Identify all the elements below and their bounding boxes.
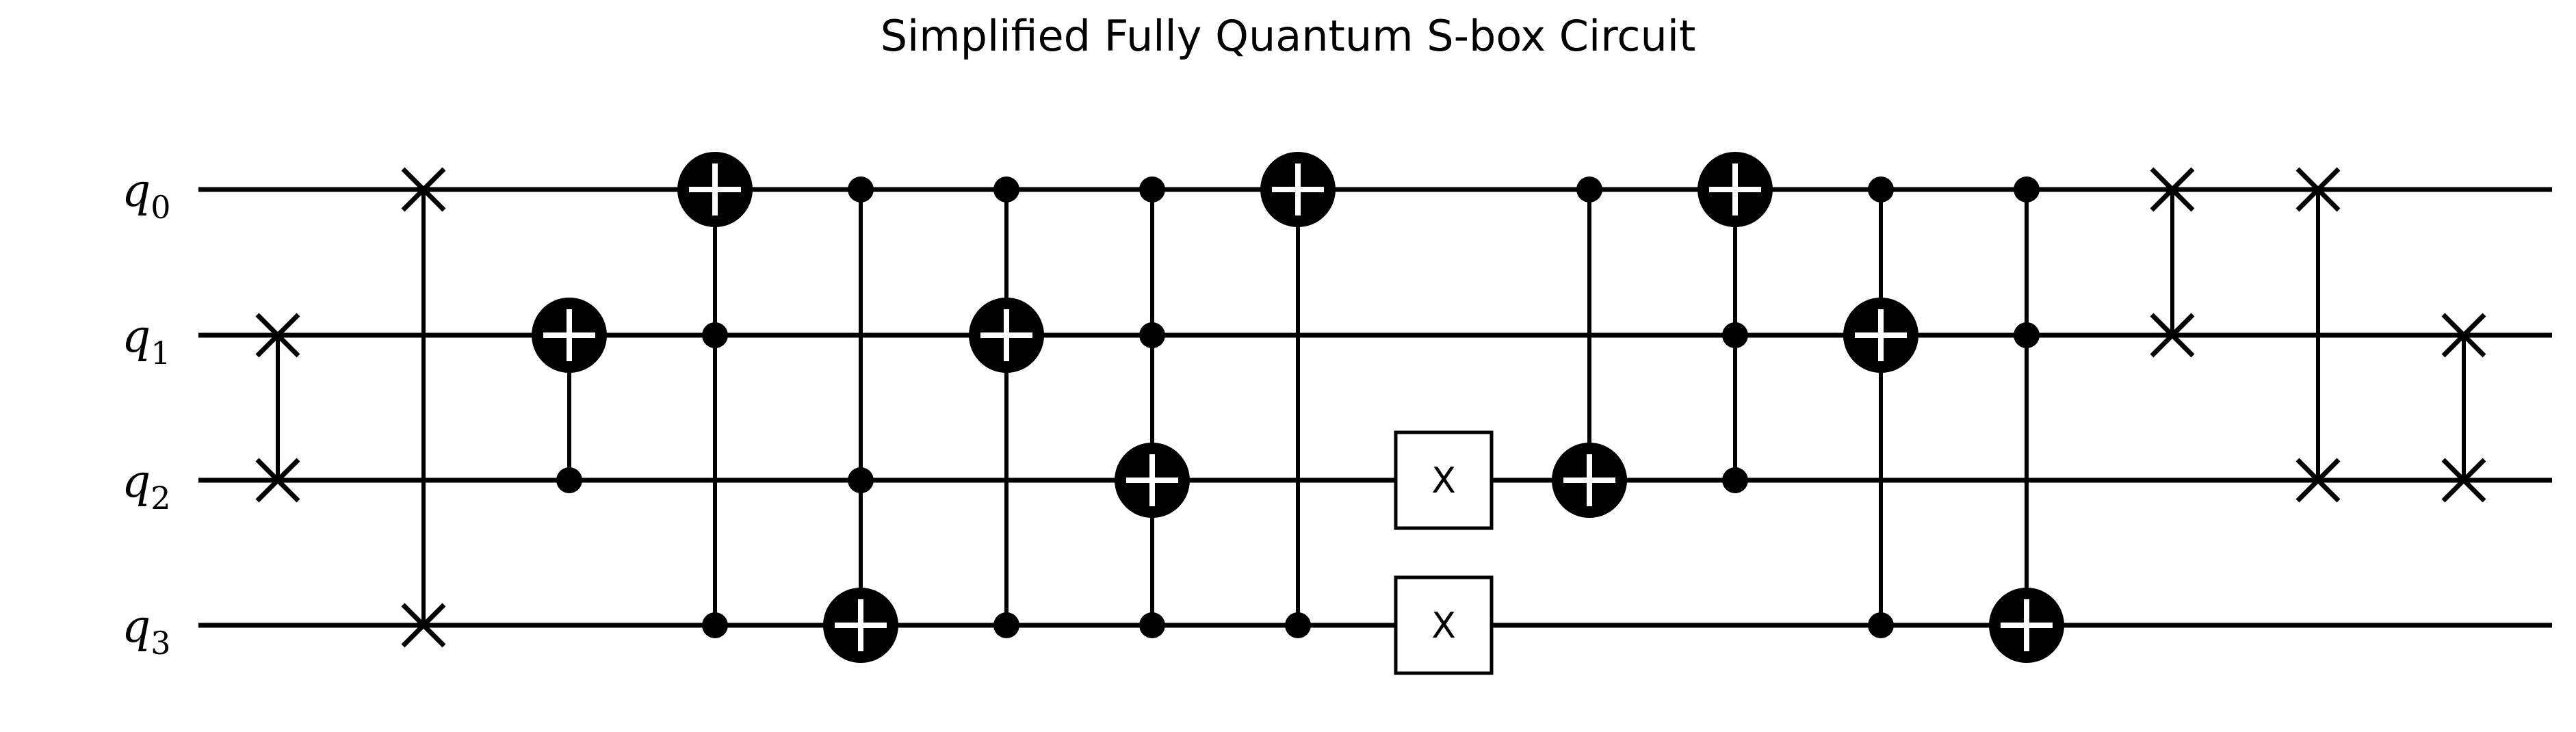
controlled-not-gate — [1843, 177, 1918, 638]
controlled-not-gate — [969, 177, 1044, 638]
x-gate: X — [1394, 430, 1494, 530]
control-dot — [2014, 177, 2040, 202]
swap-gate — [401, 167, 446, 648]
swap-cross-icon — [2295, 167, 2341, 212]
gates-layer: XX — [255, 152, 2486, 675]
target-plus-icon — [969, 298, 1044, 373]
swap-gate — [255, 313, 300, 503]
swap-cross-icon — [2441, 458, 2486, 503]
target-plus-icon — [1260, 152, 1336, 227]
wires-layer — [198, 187, 2552, 628]
diagram-title: Simplified Fully Quantum S-box Circuit — [880, 11, 1696, 61]
control-dot — [993, 612, 1019, 638]
swap-cross-icon — [2441, 313, 2486, 358]
qubit-label-subscript: 3 — [151, 625, 170, 662]
control-dot — [1139, 177, 1165, 202]
control-dot — [702, 612, 728, 638]
qubit-label-subscript: 2 — [151, 480, 170, 517]
swap-cross-icon — [401, 167, 446, 212]
target-plus-icon — [1697, 152, 1773, 227]
control-dot — [1722, 322, 1748, 348]
control-dot — [848, 177, 874, 202]
control-dot — [1285, 612, 1311, 638]
control-dot — [848, 467, 874, 493]
control-dot — [1576, 177, 1602, 202]
controlled-not-gate — [677, 152, 753, 638]
control-dot — [702, 322, 728, 348]
controlled-not-gate — [1697, 152, 1773, 493]
qubit-label-subscript: 0 — [151, 189, 170, 226]
qubit-label-letter: q — [122, 455, 151, 508]
x-gate-label: X — [1431, 605, 1456, 646]
control-dot — [1139, 612, 1165, 638]
target-plus-icon — [1552, 443, 1627, 518]
qubit-label-2: q2 — [122, 455, 171, 517]
qubit-label-1: q1 — [122, 310, 171, 371]
target-plus-icon — [1843, 298, 1918, 373]
controlled-not-gate — [1989, 177, 2064, 663]
controlled-not-gate — [823, 177, 898, 663]
qubit-label-subscript: 1 — [151, 335, 170, 371]
x-gate-box — [1394, 575, 1494, 675]
control-dot — [2014, 322, 2040, 348]
target-plus-icon — [1989, 588, 2064, 663]
controlled-not-gate — [532, 298, 607, 493]
control-dot — [1868, 612, 1894, 638]
control-dot — [993, 177, 1019, 202]
swap-cross-icon — [2150, 167, 2195, 212]
controlled-not-gate — [1260, 152, 1336, 638]
swap-gate — [2150, 167, 2195, 358]
x-gate: X — [1394, 575, 1494, 675]
swap-gate — [2441, 313, 2486, 503]
target-plus-icon — [532, 298, 607, 373]
qubit-label-letter: q — [122, 164, 151, 217]
qubit-label-3: q3 — [122, 600, 171, 662]
controlled-not-gate — [1552, 177, 1627, 518]
x-gate-box — [1394, 430, 1494, 530]
controlled-not-gate — [1115, 177, 1190, 638]
swap-cross-icon — [401, 603, 446, 648]
control-dot — [1139, 322, 1165, 348]
qubit-label-0: q0 — [122, 164, 171, 226]
qubit-label-letter: q — [122, 310, 151, 363]
swap-cross-icon — [255, 313, 300, 358]
swap-cross-icon — [2150, 313, 2195, 358]
x-gate-label: X — [1431, 460, 1456, 501]
swap-cross-icon — [2295, 458, 2341, 503]
qubit-label-letter: q — [122, 600, 151, 653]
target-plus-icon — [823, 588, 898, 663]
target-plus-icon — [677, 152, 753, 227]
swap-gate — [2295, 167, 2341, 503]
swap-cross-icon — [255, 458, 300, 503]
target-plus-icon — [1115, 443, 1190, 518]
control-dot — [1722, 467, 1748, 493]
control-dot — [556, 467, 582, 493]
control-dot — [1868, 177, 1894, 202]
